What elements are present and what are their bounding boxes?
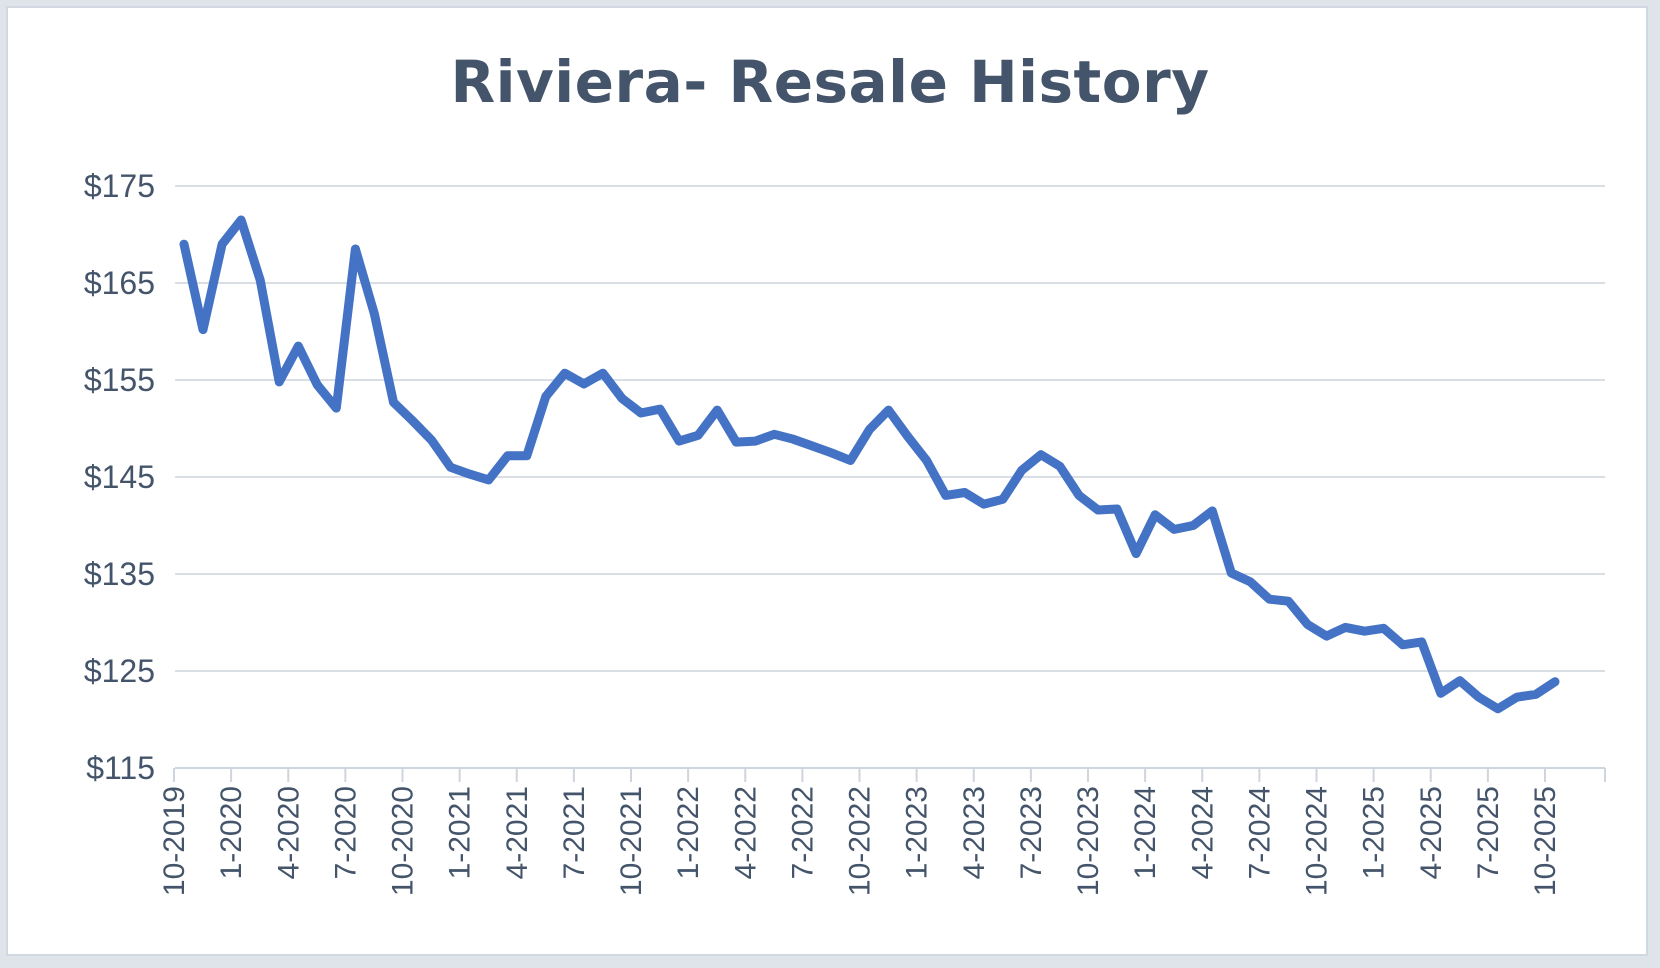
x-tick-label: 10-2022: [844, 786, 877, 896]
x-tick-label: 4-2025: [1415, 786, 1448, 879]
x-tick-label: 1-2023: [901, 786, 934, 879]
gridlines: [175, 185, 1605, 769]
y-tick-label: $125: [84, 653, 155, 689]
y-tick-label: $135: [84, 556, 155, 592]
x-tick-label: 7-2021: [558, 786, 591, 879]
x-tick-label: 1-2022: [672, 786, 705, 879]
x-tick-label: 4-2020: [272, 786, 305, 879]
x-tick-label: 4-2024: [1186, 786, 1219, 879]
x-tick-label: 4-2023: [958, 786, 991, 879]
chart-frame: [6, 6, 1648, 956]
x-tick-label: 7-2023: [1015, 786, 1048, 879]
x-tick-label: 10-2019: [158, 786, 191, 896]
chart-title: Riviera- Resale History: [450, 48, 1210, 116]
y-tick-label: $155: [84, 362, 155, 398]
x-tick-label: 1-2024: [1129, 786, 1162, 879]
x-tick-label: 1-2021: [444, 786, 477, 879]
x-tick-label: 1-2020: [215, 786, 248, 879]
x-axis: 10-2019 1-2020 4-2020 7-2020 10-2020 1-2021 4-…: [158, 768, 1606, 896]
series-group: [179, 215, 1560, 714]
x-tick-label: 4-2021: [501, 786, 534, 879]
x-tick-label: 4-2022: [729, 786, 762, 879]
x-tick-label: 10-2020: [387, 786, 420, 896]
y-axis-ticks: $115 $125 $135 $145 $155 $165 $175: [84, 168, 155, 786]
y-tick-label: $165: [84, 265, 155, 301]
x-tick-label: 10-2025: [1529, 786, 1562, 896]
x-tick-label: 7-2025: [1472, 786, 1505, 879]
x-tick-label: 10-2023: [1072, 786, 1105, 896]
x-tick-label: 1-2025: [1358, 786, 1391, 879]
x-tick-label: 7-2024: [1243, 786, 1276, 879]
series-line-0: [179, 215, 1560, 714]
x-tick-label: 7-2020: [329, 786, 362, 879]
x-tick-label: 7-2022: [786, 786, 819, 879]
y-tick-label: $175: [84, 168, 155, 204]
y-tick-label: $115: [86, 750, 155, 786]
x-tick-label: 10-2024: [1301, 786, 1334, 896]
x-tick-label: 10-2021: [615, 786, 648, 896]
y-tick-label: $145: [84, 459, 155, 495]
